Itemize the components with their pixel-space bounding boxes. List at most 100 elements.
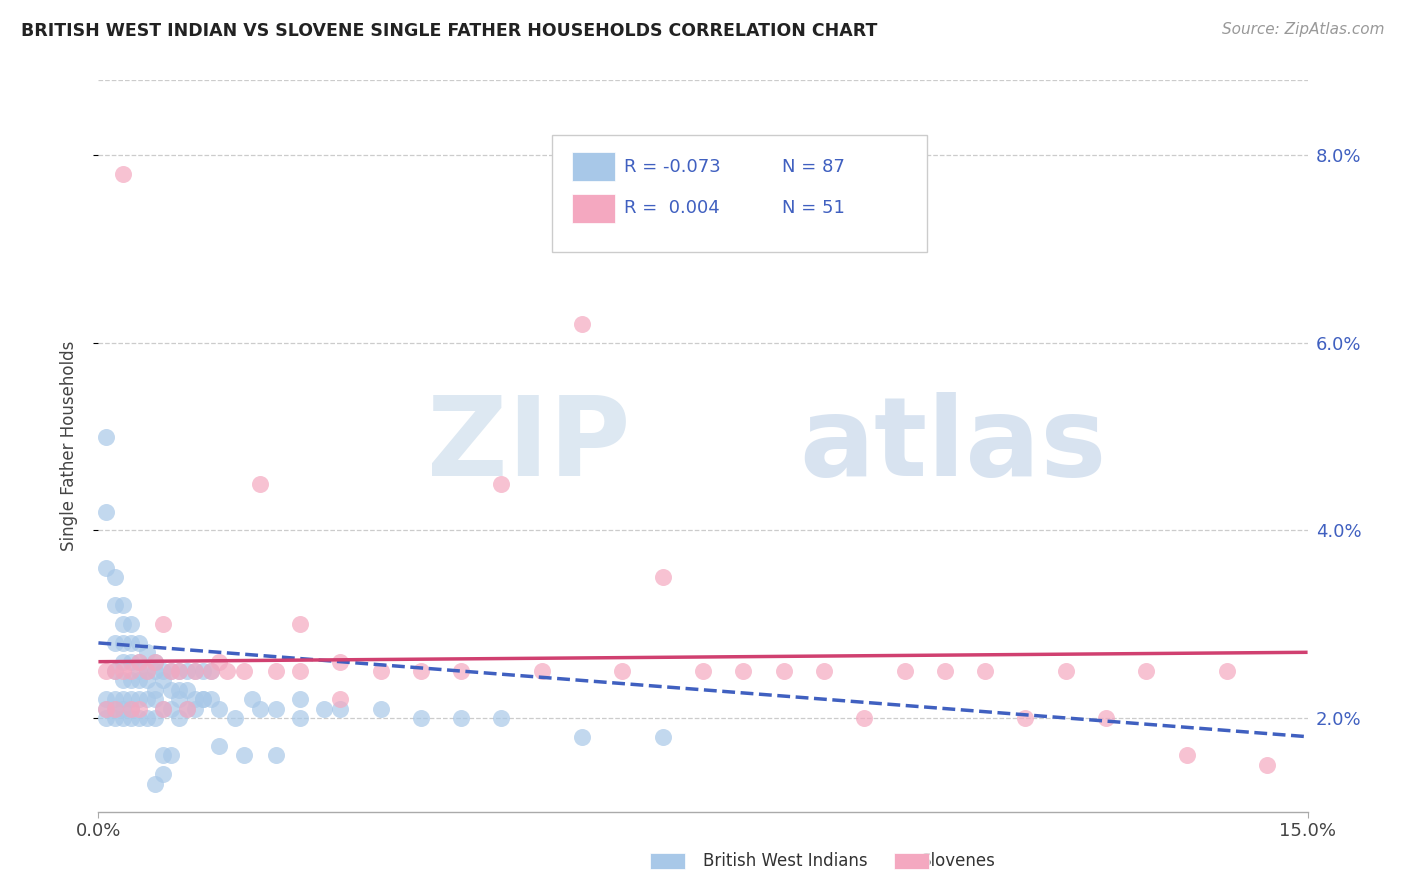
Point (103, 664, 125, 678)
Point (120, 636, 142, 650)
Point (111, 711, 134, 725)
Point (111, 636, 134, 650)
Point (143, 655, 166, 669)
Point (1014, 711, 1036, 725)
Point (224, 711, 246, 725)
Point (152, 617, 174, 632)
Point (450, 664, 472, 678)
Point (530, 664, 553, 678)
Point (217, 664, 239, 678)
Point (232, 748, 254, 763)
Point (135, 664, 157, 678)
Point (934, 664, 956, 678)
Point (120, 711, 142, 725)
Point (853, 711, 876, 725)
Point (111, 701, 134, 715)
Point (491, 476, 513, 491)
Point (103, 701, 125, 715)
Point (193, 664, 215, 678)
Point (288, 711, 311, 725)
Point (651, 570, 673, 584)
Point (143, 655, 166, 669)
Point (167, 692, 190, 706)
Point (288, 692, 311, 706)
Point (167, 711, 190, 725)
Point (167, 664, 190, 678)
Point (120, 701, 142, 715)
Point (167, 682, 190, 697)
Text: N = 51: N = 51 (782, 199, 845, 218)
Point (813, 664, 835, 678)
Point (176, 701, 198, 715)
Point (240, 692, 263, 706)
Y-axis label: Single Father Households: Single Father Households (59, 341, 77, 551)
Point (135, 645, 157, 659)
Point (143, 692, 166, 706)
Point (249, 701, 271, 715)
Point (96, 505, 118, 519)
Point (1054, 664, 1077, 678)
Point (208, 655, 231, 669)
Point (143, 664, 166, 678)
Point (772, 664, 794, 678)
Point (143, 682, 166, 697)
Point (160, 748, 183, 763)
Point (612, 664, 634, 678)
Point (135, 664, 157, 678)
Point (111, 655, 134, 669)
Point (135, 673, 157, 688)
Point (111, 599, 134, 613)
Point (184, 664, 207, 678)
Point (651, 730, 673, 744)
Point (571, 317, 593, 331)
Point (160, 701, 183, 715)
Point (329, 692, 352, 706)
Point (167, 664, 190, 678)
Point (111, 673, 134, 688)
Point (135, 711, 157, 725)
Point (264, 748, 287, 763)
Point (96, 701, 118, 715)
Point (193, 692, 215, 706)
Point (200, 692, 222, 706)
Point (409, 664, 432, 678)
FancyBboxPatch shape (572, 152, 614, 181)
Point (128, 664, 150, 678)
Point (370, 701, 392, 715)
Text: atlas: atlas (800, 392, 1107, 500)
Point (111, 664, 134, 678)
Point (128, 636, 150, 650)
Point (176, 664, 198, 678)
Point (329, 701, 352, 715)
Point (409, 711, 432, 725)
Point (111, 167, 134, 181)
Point (733, 664, 755, 678)
Point (208, 739, 231, 753)
Point (152, 701, 174, 715)
Point (120, 617, 142, 632)
Point (152, 767, 174, 781)
Point (264, 664, 287, 678)
Point (120, 664, 142, 678)
Point (103, 570, 125, 584)
Point (103, 711, 125, 725)
FancyBboxPatch shape (551, 135, 927, 252)
Point (1135, 664, 1157, 678)
Point (120, 692, 142, 706)
Text: Source: ZipAtlas.com: Source: ZipAtlas.com (1222, 22, 1385, 37)
Point (128, 701, 150, 715)
Point (232, 664, 254, 678)
Point (288, 664, 311, 678)
Point (176, 682, 198, 697)
Point (111, 617, 134, 632)
Text: Slovenes: Slovenes (921, 852, 995, 870)
Point (128, 692, 150, 706)
Point (184, 692, 207, 706)
Point (96, 561, 118, 575)
Point (152, 701, 174, 715)
Text: ZIP: ZIP (427, 392, 630, 500)
Point (143, 776, 166, 790)
Point (103, 701, 125, 715)
Point (143, 711, 166, 725)
Point (1095, 711, 1118, 725)
